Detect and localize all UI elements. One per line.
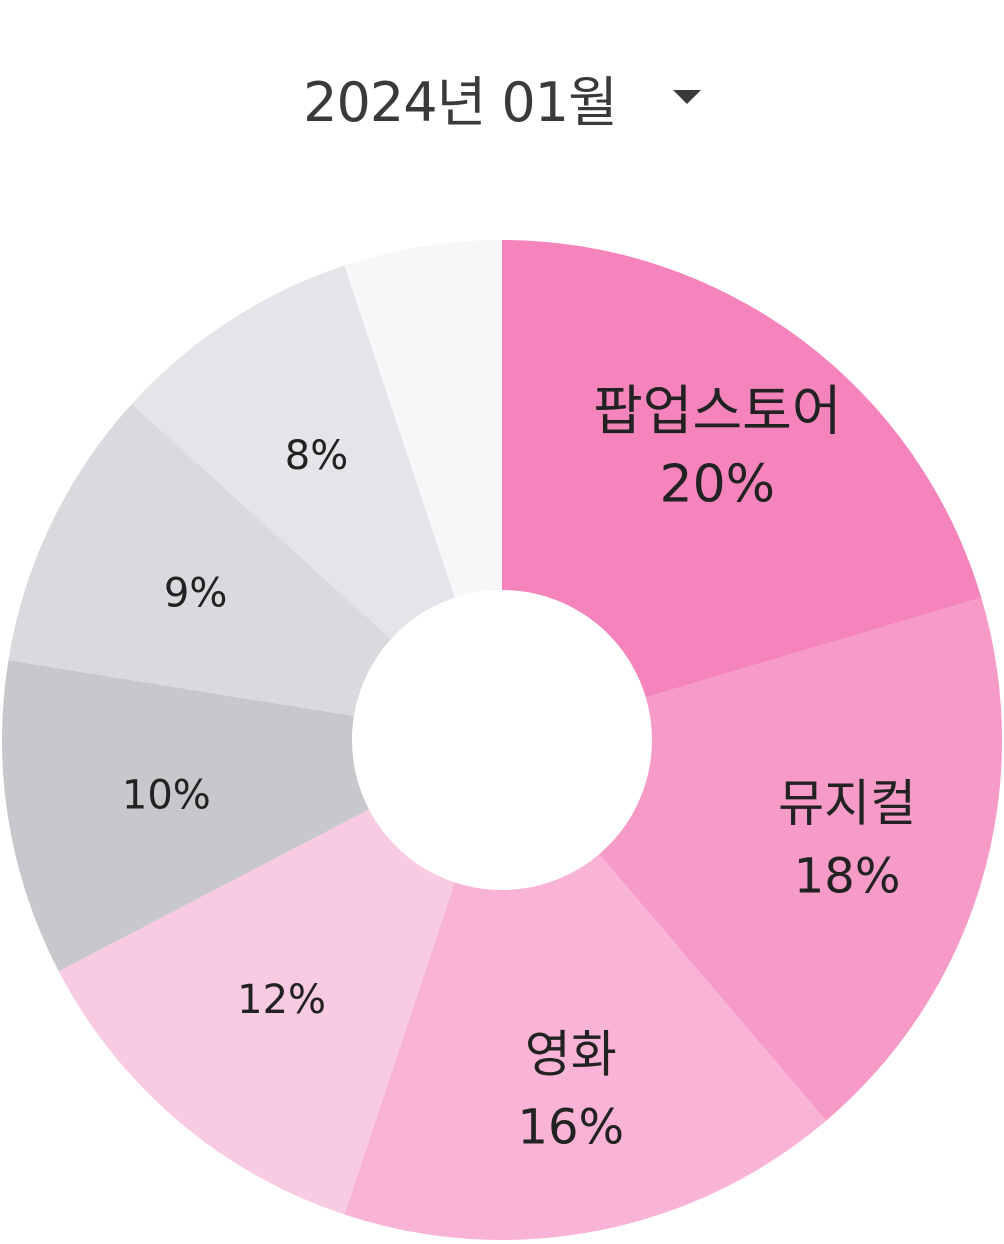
slice-category-label: 영화 xyxy=(525,1025,617,1083)
pie-slice xyxy=(502,240,982,698)
slice-value-label: 18% xyxy=(794,848,901,904)
slice-value-label: 9% xyxy=(164,570,227,616)
pie-slice xyxy=(58,809,455,1215)
chevron-down-icon xyxy=(672,90,701,104)
pie-slice xyxy=(131,265,455,640)
slice-value-label: 8% xyxy=(285,433,348,479)
chart-labels: 팝업스토어 20% 뮤지컬 18% 영화 16% 12% 10% 9% 8% xyxy=(122,379,916,1155)
pie-slice xyxy=(344,240,502,598)
pie-slice xyxy=(344,854,827,1240)
pie-slice xyxy=(8,403,391,717)
slice-value-label: 20% xyxy=(660,454,776,514)
pie-slice xyxy=(599,597,1002,1121)
period-label: 2024년 01월 xyxy=(303,70,618,134)
slice-category-label: 뮤지컬 xyxy=(778,774,916,832)
pie-slice xyxy=(1,660,370,972)
slice-value-label: 10% xyxy=(122,772,211,818)
slice-category-label: 팝업스토어 xyxy=(593,379,841,442)
period-dropdown[interactable]: 2024년 01월 xyxy=(293,54,711,141)
chart-header: 2024년 01월 xyxy=(0,52,1004,142)
chart-slices xyxy=(1,240,1002,1240)
slice-value-label: 12% xyxy=(237,977,326,1023)
slice-value-label: 16% xyxy=(517,1099,624,1155)
